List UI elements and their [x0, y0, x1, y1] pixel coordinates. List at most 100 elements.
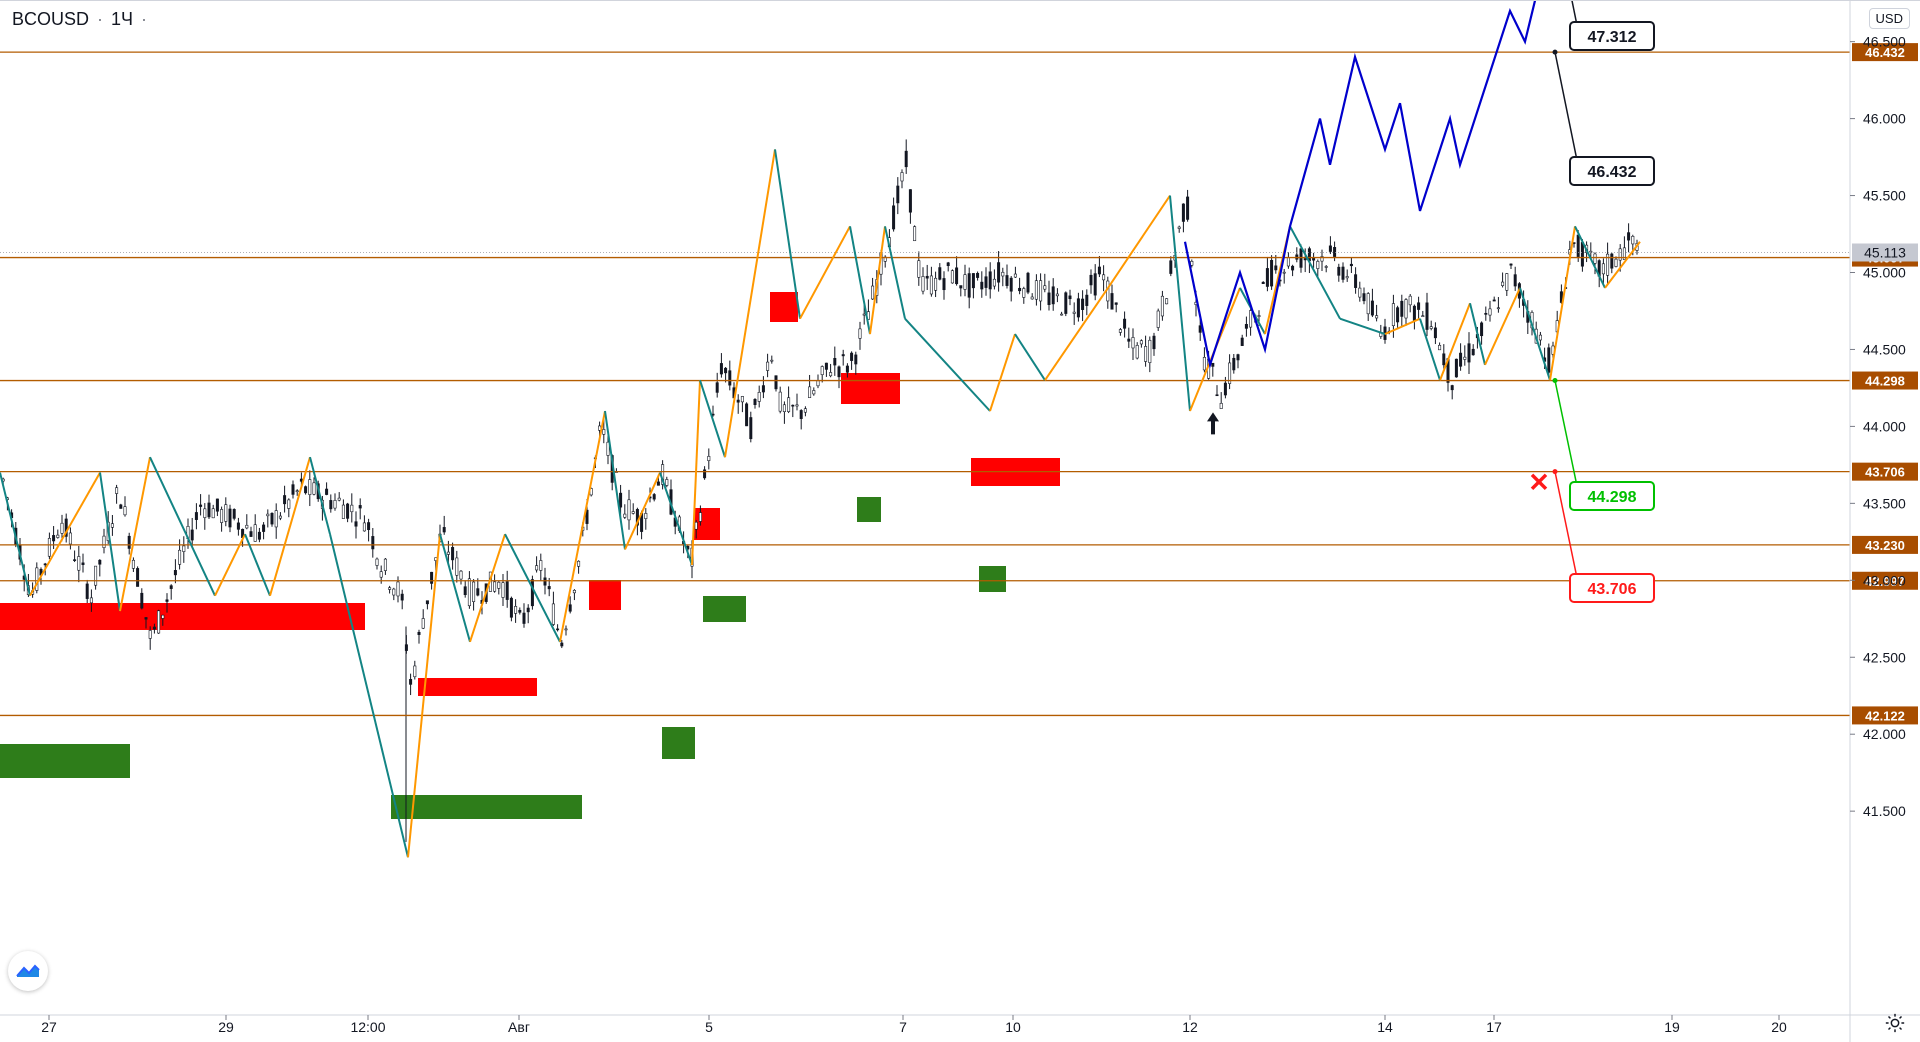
level-label: 42.997 — [1865, 574, 1905, 589]
candle-body — [1496, 307, 1500, 310]
candle-body — [535, 565, 539, 571]
candle-body — [1257, 315, 1261, 317]
candle-body — [946, 262, 950, 267]
zigzag-leg — [244, 533, 271, 597]
candle-body — [43, 563, 47, 566]
candle-body — [715, 382, 719, 393]
candle-body — [367, 522, 371, 531]
candle-body — [514, 606, 518, 614]
candle-body — [694, 521, 698, 530]
gear-icon[interactable] — [1882, 1010, 1908, 1036]
symbol-title[interactable]: BCOUSD · 1Ч · — [12, 9, 147, 30]
candle-body — [656, 481, 660, 486]
candle-body — [652, 494, 656, 500]
demand-zone — [391, 795, 582, 819]
candle-body — [585, 509, 589, 524]
candle-body — [409, 678, 413, 685]
candle-body — [1538, 334, 1542, 341]
candle-body — [413, 665, 417, 678]
candle-body — [1215, 394, 1219, 397]
candle-body — [1270, 259, 1274, 287]
price-tick-label: 43.500 — [1863, 495, 1906, 511]
candle-body — [1429, 326, 1433, 329]
candle-body — [1345, 276, 1349, 279]
zigzag-leg — [1339, 317, 1386, 336]
callout-text: 43.706 — [1588, 581, 1637, 598]
current-price-label: 45.113 — [1864, 244, 1906, 260]
time-tick-label: 19 — [1664, 1019, 1680, 1035]
zigzag-leg — [989, 333, 1016, 412]
candle-body — [308, 479, 312, 495]
candle-body — [165, 599, 169, 602]
currency-button[interactable]: USD — [1868, 8, 1910, 29]
candle-body — [1337, 266, 1341, 276]
candle-body — [1509, 263, 1513, 266]
candle-body — [829, 372, 833, 377]
candle-body — [89, 597, 93, 604]
candle-body — [1404, 299, 1408, 319]
callout-text: 47.312 — [1588, 29, 1637, 46]
candle-body — [400, 593, 404, 601]
time-tick-label: 7 — [899, 1019, 907, 1035]
level-label: 43.230 — [1865, 538, 1905, 553]
candle-body — [1438, 344, 1442, 351]
candle-body — [1009, 277, 1013, 292]
zigzag-leg — [849, 226, 871, 335]
candle-body — [1261, 281, 1265, 285]
candle-body — [1328, 245, 1332, 252]
candle-body — [917, 260, 921, 278]
tradingview-logo-icon[interactable] — [8, 951, 48, 991]
supply-zone — [841, 373, 900, 404]
candle-body — [900, 172, 904, 182]
candle-body — [1165, 298, 1169, 305]
candle-body — [295, 490, 299, 493]
candle-body — [1114, 302, 1118, 305]
candle-body — [1198, 325, 1202, 333]
projected-path — [1183, 0, 1537, 370]
candle-body — [291, 484, 295, 495]
candle-body — [1627, 232, 1631, 241]
candle-body — [1425, 302, 1429, 330]
supply-zone — [418, 678, 537, 696]
candle-body — [1102, 274, 1106, 281]
candle-body — [509, 597, 513, 618]
candle-body — [1622, 247, 1626, 260]
zigzag-leg — [214, 533, 246, 597]
candle-body — [1463, 356, 1467, 360]
candle-body — [1417, 302, 1421, 310]
zigzag-leg — [559, 410, 606, 643]
level-label: 43.706 — [1865, 465, 1905, 480]
candle-body — [787, 397, 791, 412]
candle-body — [1022, 288, 1026, 298]
supply-zone — [0, 603, 365, 630]
candle-body — [703, 469, 707, 479]
candle-body — [997, 262, 1001, 283]
time-tick-label: 10 — [1005, 1019, 1021, 1035]
candle-body — [1097, 266, 1101, 275]
candle-body — [1547, 347, 1551, 373]
candle-body — [963, 274, 967, 290]
candle-body — [627, 499, 631, 521]
candle-body — [913, 226, 917, 242]
zigzag-leg — [904, 317, 991, 412]
candle-body — [493, 581, 497, 592]
candle-body — [1286, 257, 1290, 267]
candle-body — [556, 628, 560, 631]
candle-body — [371, 536, 375, 550]
candle-body — [110, 523, 114, 528]
candle-body — [749, 417, 753, 440]
candle-body — [287, 499, 291, 509]
supply-zone — [589, 580, 621, 610]
candle-body — [1576, 234, 1580, 257]
candle-body — [539, 560, 543, 571]
candle-body — [770, 359, 774, 362]
candle-body — [1370, 300, 1374, 316]
candle-body — [1249, 310, 1253, 328]
candle-body — [1177, 226, 1181, 229]
candle-body — [115, 487, 119, 494]
demand-zone — [979, 566, 1006, 592]
candle-body — [1274, 265, 1278, 271]
candle-body — [354, 521, 358, 527]
callout-anchor — [1552, 469, 1558, 475]
